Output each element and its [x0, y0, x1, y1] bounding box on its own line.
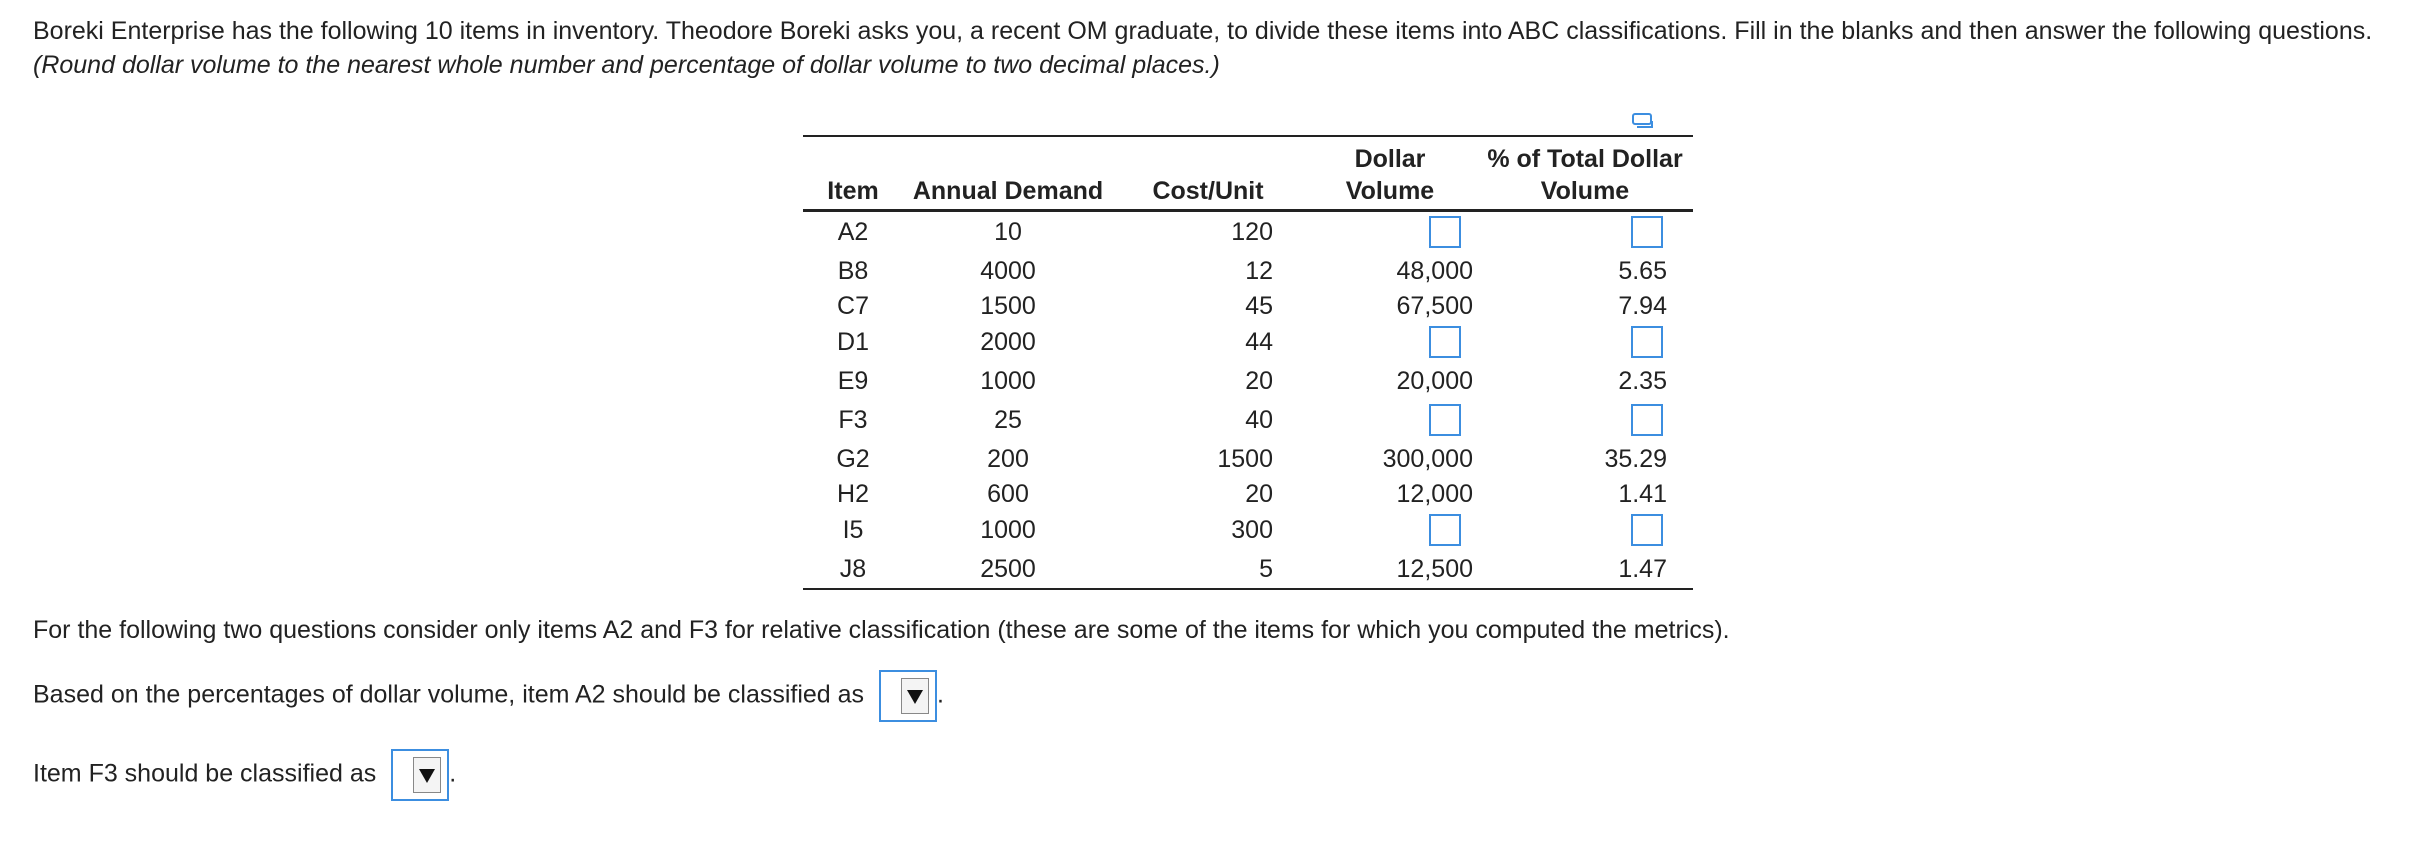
annual-demand-cell: 1000 [980, 366, 1036, 395]
table-row: G2 200 1500 300,000 35.29 [803, 439, 1693, 478]
period: . [449, 759, 457, 788]
dollar-volume-input[interactable] [1429, 216, 1461, 249]
period: . [937, 680, 944, 709]
header-row-bottom: Item Annual Demand Cost/Unit Volume Volu… [803, 175, 1693, 212]
problem-text: Boreki Enterprise has the following 10 i… [33, 17, 2373, 45]
pct-dollar-volume-input[interactable] [1631, 404, 1663, 437]
pct-dollar-volume-cell [1477, 510, 1693, 549]
pct-dollar-volume-cell: 1.41 [1618, 480, 1667, 508]
question-note: For the following two questions consider… [33, 616, 1730, 644]
dollar-volume-cell [1303, 400, 1477, 439]
dollar-volume-cell: 12,000 [1396, 480, 1473, 508]
dollar-volume-cell [1303, 322, 1477, 361]
item-cell: C7 [837, 292, 869, 320]
pct-dollar-volume-input[interactable] [1631, 514, 1663, 547]
a2-classification-dropdown[interactable] [879, 670, 938, 722]
pct-dollar-volume-cell: 35.29 [1604, 444, 1667, 473]
cost-unit-cell: 45 [1245, 292, 1273, 320]
pct-dollar-volume-cell [1477, 400, 1693, 439]
annual-demand-cell: 25 [994, 405, 1022, 434]
annual-demand-cell: 1000 [980, 515, 1036, 544]
item-cell: F3 [838, 405, 868, 434]
pct-dollar-volume-cell: 5.65 [1618, 256, 1667, 285]
dollar-volume-input[interactable] [1429, 514, 1461, 547]
item-cell: H2 [837, 480, 869, 508]
dollar-volume-cell: 300,000 [1382, 444, 1473, 473]
pct-dollar-volume-cell: 2.35 [1618, 366, 1667, 395]
pct-dollar-volume-input[interactable] [1631, 216, 1663, 249]
copy-icon[interactable] [1632, 113, 1654, 131]
cost-unit-cell: 120 [1231, 217, 1273, 246]
f3-classification-dropdown[interactable] [391, 749, 450, 801]
item-cell: I5 [842, 515, 864, 544]
cost-unit-cell: 300 [1231, 515, 1273, 544]
pct-dollar-volume-cell [1477, 211, 1693, 252]
header-pct-top: % of Total Dollar [1477, 135, 1693, 175]
cost-unit-cell: 1500 [1217, 444, 1273, 473]
annual-demand-cell: 600 [987, 480, 1029, 508]
question-f3: Item F3 should be classified as . [33, 749, 456, 801]
dollar-volume-cell: 48,000 [1396, 256, 1473, 285]
table-row: B8 4000 12 48,000 5.65 [803, 251, 1693, 290]
cost-unit-cell: 5 [1113, 549, 1303, 590]
question-f3-label: Item F3 should be classified as [33, 759, 377, 788]
item-cell: D1 [837, 327, 869, 356]
table-row: J8 2500 5 12,500 1.47 [803, 549, 1693, 590]
pct-dollar-volume-cell: 1.47 [1477, 549, 1693, 590]
table-row: C7 1500 45 67,500 7.94 [803, 290, 1693, 322]
cost-unit-cell: 12 [1245, 256, 1273, 285]
dollar-volume-cell [1303, 510, 1477, 549]
pct-dollar-volume-cell [1477, 322, 1693, 361]
question-a2-label: Based on the percentages of dollar volum… [33, 680, 865, 709]
item-cell: E9 [837, 366, 869, 395]
annual-demand-cell: 4000 [980, 256, 1036, 285]
table-row: D1 2000 44 [803, 322, 1693, 361]
annual-demand-cell: 1500 [980, 292, 1036, 320]
dollar-volume-input[interactable] [1429, 326, 1461, 359]
annual-demand-cell: 200 [987, 444, 1029, 473]
dollar-volume-cell: 20,000 [1396, 366, 1473, 395]
header-row-top: Dollar % of Total Dollar [803, 135, 1693, 175]
pct-dollar-volume-input[interactable] [1631, 326, 1663, 359]
table-row: A2 10 120 [803, 211, 1693, 252]
annual-demand-cell: 2500 [903, 549, 1113, 590]
header-item: Item [803, 175, 903, 212]
dropdown-arrow-icon [413, 757, 442, 793]
dollar-volume-input[interactable] [1429, 404, 1461, 437]
cost-unit-cell: 44 [1245, 327, 1273, 356]
cost-unit-cell: 40 [1245, 405, 1273, 434]
header-annual-demand: Annual Demand [903, 175, 1113, 212]
problem-statement: Boreki Enterprise has the following 10 i… [33, 14, 2383, 82]
header-dollar-volume-top: Dollar [1303, 135, 1477, 175]
annual-demand-cell: 2000 [980, 327, 1036, 356]
item-cell: J8 [803, 549, 903, 590]
table-row: H2 600 20 12,000 1.41 [803, 478, 1693, 510]
pct-dollar-volume-cell: 7.94 [1618, 292, 1667, 320]
question-a2: Based on the percentages of dollar volum… [33, 670, 944, 722]
table-row: F3 25 40 [803, 400, 1693, 439]
dollar-volume-cell [1303, 211, 1477, 252]
dropdown-arrow-icon [901, 678, 930, 714]
inventory-table: Dollar % of Total Dollar Item Annual Dem… [803, 135, 1693, 590]
table-row: E9 1000 20 20,000 2.35 [803, 361, 1693, 400]
cost-unit-cell: 20 [1245, 480, 1273, 508]
item-cell: A2 [837, 217, 869, 246]
header-dollar-volume-bottom: Volume [1303, 175, 1477, 212]
rounding-instructions: (Round dollar volume to the nearest whol… [33, 51, 1220, 79]
item-cell: B8 [837, 256, 869, 285]
table-row: I5 1000 300 [803, 510, 1693, 549]
header-pct-bottom: Volume [1477, 175, 1693, 212]
item-cell: G2 [836, 444, 870, 473]
header-cost-unit: Cost/Unit [1113, 175, 1303, 212]
cost-unit-cell: 20 [1245, 366, 1273, 395]
dollar-volume-cell: 12,500 [1303, 549, 1477, 590]
annual-demand-cell: 10 [994, 217, 1022, 246]
dollar-volume-cell: 67,500 [1396, 292, 1473, 320]
